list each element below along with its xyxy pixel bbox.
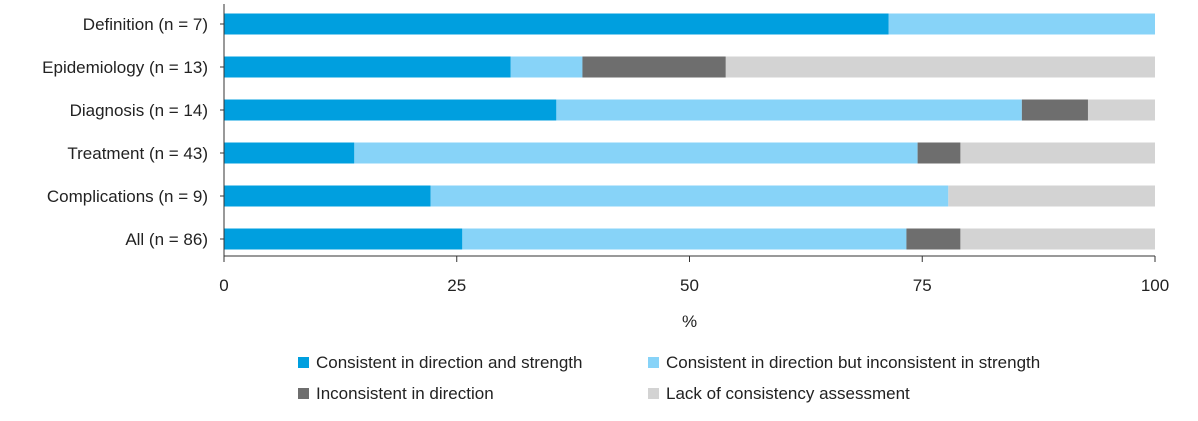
bar-segment [224, 185, 431, 207]
bar-segment [888, 13, 1155, 35]
bar-segment [556, 99, 1022, 121]
x-tick-label: 100 [1141, 276, 1169, 295]
category-label: Treatment (n = 43) [67, 144, 208, 163]
bar-segment [1087, 99, 1155, 121]
axes-layer [223, 4, 1155, 257]
bar-segment [430, 185, 949, 207]
bar-segment [510, 56, 583, 78]
x-tick-label: 50 [680, 276, 699, 295]
bar-segment [224, 228, 463, 250]
legend-label: Lack of consistency assessment [666, 384, 910, 403]
bar-segment [960, 228, 1155, 250]
bar-segment [224, 99, 557, 121]
x-axis-title: % [682, 312, 697, 331]
category-label: Diagnosis (n = 14) [70, 101, 208, 120]
x-tick-label: 25 [447, 276, 466, 295]
category-label: All (n = 86) [125, 230, 208, 249]
bar-segment [224, 142, 355, 164]
bar-segment [1021, 99, 1088, 121]
legend-swatch [298, 357, 309, 368]
legend-label: Consistent in direction and strength [316, 353, 583, 372]
legend-label: Inconsistent in direction [316, 384, 494, 403]
category-labels: Definition (n = 7) Epidemiology (n = 13) D… [42, 15, 208, 249]
category-label: Complications (n = 9) [47, 187, 208, 206]
bars-layer [220, 13, 1155, 250]
category-label: Definition (n = 7) [83, 15, 208, 34]
bar-segment [725, 56, 1155, 78]
legend-label: Consistent in direction but inconsistent… [666, 353, 1040, 372]
bar-segment [582, 56, 726, 78]
bar-segment [224, 56, 511, 78]
legend-swatch [648, 388, 659, 399]
legend: Consistent in direction and strength Cons… [298, 353, 1040, 403]
bar-segment [960, 142, 1155, 164]
x-ticks: 0 25 50 75 100 [219, 256, 1169, 295]
x-tick-label: 75 [913, 276, 932, 295]
bar-segment [354, 142, 918, 164]
x-tick-label: 0 [219, 276, 228, 295]
bar-segment [906, 228, 961, 250]
category-label: Epidemiology (n = 13) [42, 58, 208, 77]
legend-swatch [298, 388, 309, 399]
bar-segment [948, 185, 1155, 207]
bar-segment [917, 142, 961, 164]
bar-segment [224, 13, 889, 35]
bar-segment [462, 228, 907, 250]
legend-swatch [648, 357, 659, 368]
